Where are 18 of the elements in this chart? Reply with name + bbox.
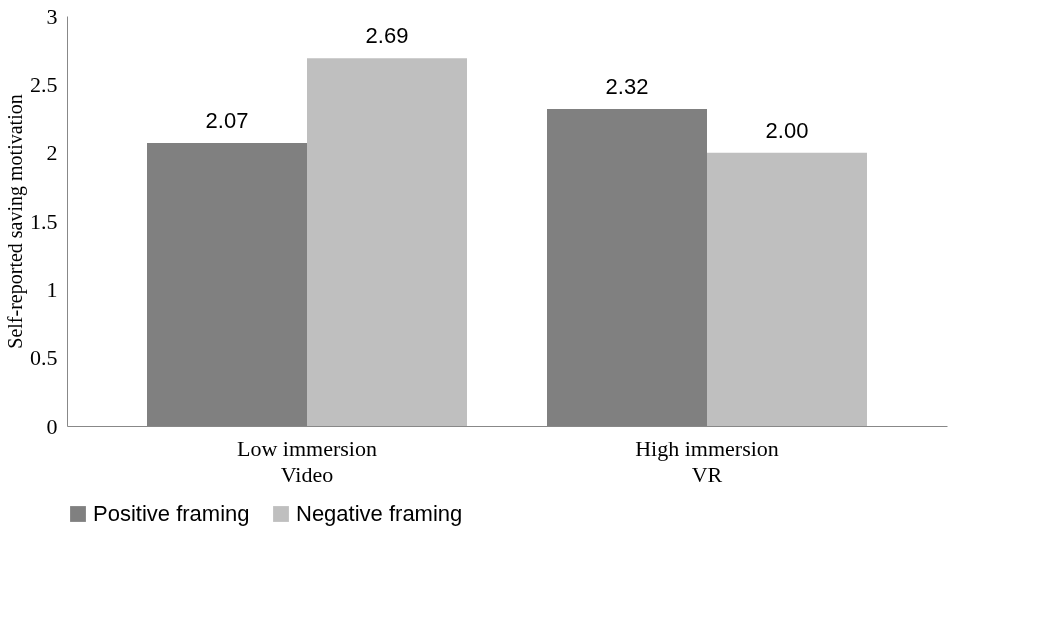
y-tick-label: 0: [46, 413, 58, 439]
bar: [707, 152, 867, 426]
data-label: 2.32: [605, 73, 649, 99]
y-tick-label: 1: [46, 276, 58, 302]
y-tick-label: 2.5: [30, 71, 58, 97]
bar: [307, 58, 467, 426]
data-label: 2.69: [365, 23, 409, 49]
data-label: 2.00: [765, 117, 809, 143]
y-tick-label: 1.5: [30, 208, 58, 234]
y-axis-title: Self-reported saving motivation: [4, 94, 27, 349]
y-tick-label: 0.5: [30, 345, 58, 371]
x-tick-label: Low immersion Video: [237, 435, 377, 487]
y-tick-label: 2: [46, 140, 58, 166]
legend-label: Positive framing: [93, 501, 250, 526]
legend-label: Negative framing: [296, 501, 463, 526]
data-label: 2.07: [205, 108, 249, 134]
y-tick-label: 3: [46, 3, 58, 29]
x-tick-label: High immersion VR: [635, 435, 779, 487]
